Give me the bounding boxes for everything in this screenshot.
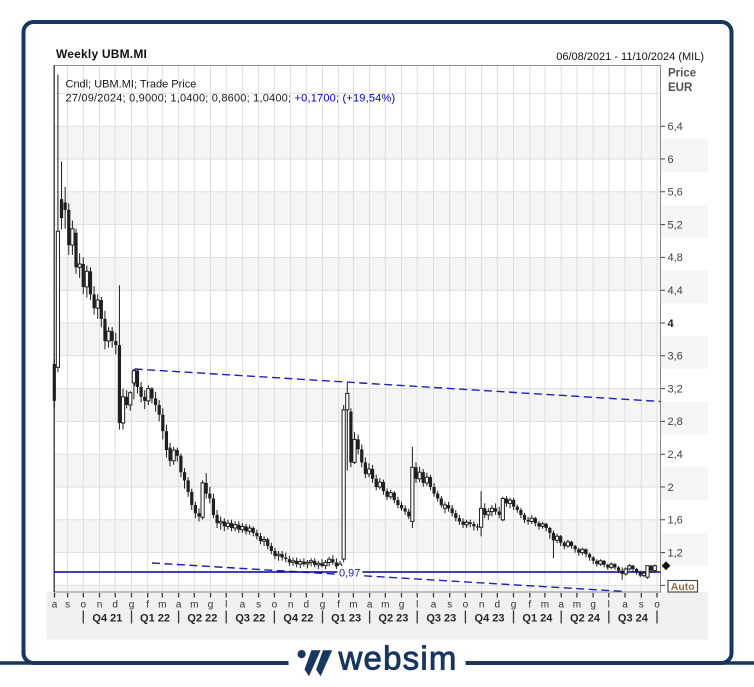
svg-text:a: a	[367, 600, 373, 611]
svg-text:g: g	[590, 600, 596, 611]
svg-text:1,2: 1,2	[668, 547, 683, 559]
svg-text:o: o	[81, 600, 87, 611]
svg-text:5,6: 5,6	[668, 187, 683, 199]
svg-text:2: 2	[668, 482, 674, 494]
svg-text:Q1 23: Q1 23	[331, 613, 361, 625]
svg-text:g: g	[208, 600, 214, 611]
svg-text:o: o	[463, 600, 469, 611]
svg-text:2,4: 2,4	[668, 449, 683, 461]
svg-text:n: n	[288, 600, 294, 611]
svg-text:4,8: 4,8	[668, 252, 683, 264]
svg-text:0,97: 0,97	[339, 568, 360, 580]
svg-text:EUR: EUR	[668, 82, 693, 94]
svg-text:4,4: 4,4	[668, 285, 683, 297]
svg-text:g: g	[399, 600, 405, 611]
svg-text:06/08/2021 - 11/10/2024 (MIL): 06/08/2021 - 11/10/2024 (MIL)	[556, 51, 704, 63]
svg-text:3,2: 3,2	[668, 383, 683, 395]
svg-text:websim: websim	[338, 640, 458, 677]
svg-text:Q1 24: Q1 24	[522, 613, 553, 625]
svg-text:Q3 24: Q3 24	[618, 613, 649, 625]
svg-text:s: s	[639, 600, 644, 611]
svg-text:6: 6	[668, 154, 674, 166]
svg-text:s: s	[256, 600, 261, 611]
svg-text:6,4: 6,4	[668, 121, 683, 133]
svg-text:a: a	[52, 600, 58, 611]
svg-text:27/09/2024; 0,9000; 1,0400; 0,: 27/09/2024; 0,9000; 1,0400; 0,8600; 1,04…	[66, 93, 396, 105]
svg-text:Q2 22: Q2 22	[187, 613, 217, 625]
svg-text:4: 4	[668, 318, 675, 330]
svg-text:m: m	[158, 600, 166, 611]
svg-text:Q2 24: Q2 24	[570, 613, 601, 625]
svg-text:Q1 22: Q1 22	[140, 613, 170, 625]
svg-text:m: m	[381, 600, 389, 611]
svg-text:d: d	[112, 600, 118, 611]
svg-text:Q3 23: Q3 23	[426, 613, 456, 625]
svg-text:m: m	[573, 600, 581, 611]
svg-text:5,2: 5,2	[668, 219, 683, 231]
svg-text:1,6: 1,6	[668, 515, 683, 527]
svg-text:n: n	[479, 600, 485, 611]
svg-text:Weekly UBM.MI: Weekly UBM.MI	[56, 47, 147, 61]
svg-text:s: s	[65, 600, 70, 611]
svg-text:Cndl; UBM.MI; Trade Price: Cndl; UBM.MI; Trade Price	[66, 79, 197, 91]
svg-text:g: g	[320, 600, 326, 611]
svg-text:d: d	[304, 600, 310, 611]
svg-text:m: m	[541, 600, 549, 611]
svg-text:a: a	[431, 600, 437, 611]
svg-text:l: l	[608, 600, 610, 611]
svg-text:a: a	[558, 600, 564, 611]
svg-text:Auto: Auto	[671, 581, 695, 593]
svg-text:g: g	[511, 600, 517, 611]
svg-text:l: l	[225, 600, 227, 611]
svg-text:f: f	[528, 600, 531, 611]
svg-text:Q4 23: Q4 23	[475, 613, 505, 625]
svg-text:o: o	[272, 600, 278, 611]
svg-text:g: g	[129, 600, 135, 611]
svg-text:Q4 22: Q4 22	[283, 613, 313, 625]
svg-text:Q2 23: Q2 23	[378, 613, 408, 625]
svg-text:Price: Price	[668, 68, 696, 80]
svg-text:d: d	[495, 600, 501, 611]
svg-text:n: n	[97, 600, 103, 611]
svg-text:m: m	[349, 600, 357, 611]
svg-text:2,8: 2,8	[668, 416, 683, 428]
svg-text:3,6: 3,6	[668, 351, 683, 363]
svg-text:m: m	[190, 600, 198, 611]
svg-text:a: a	[176, 600, 182, 611]
svg-text:s: s	[447, 600, 452, 611]
svg-text:l: l	[416, 600, 418, 611]
svg-text:a: a	[240, 600, 246, 611]
svg-text:f: f	[337, 600, 340, 611]
svg-text:Q4 21: Q4 21	[92, 613, 122, 625]
svg-text:Q3 22: Q3 22	[235, 613, 265, 625]
svg-text:a: a	[622, 600, 628, 611]
svg-text:o: o	[654, 600, 660, 611]
svg-text:f: f	[146, 600, 149, 611]
